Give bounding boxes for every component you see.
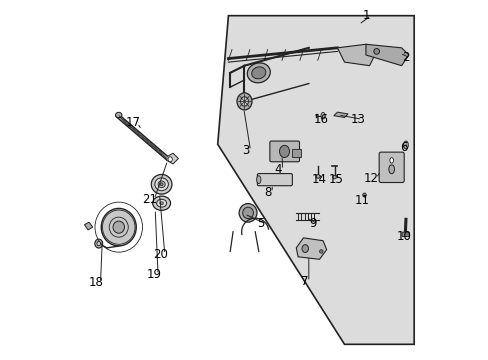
Ellipse shape (160, 183, 163, 186)
Ellipse shape (168, 157, 172, 162)
Ellipse shape (251, 67, 265, 79)
Text: 21: 21 (142, 193, 157, 206)
Ellipse shape (152, 196, 170, 210)
Ellipse shape (315, 175, 320, 178)
Ellipse shape (388, 165, 394, 174)
Ellipse shape (256, 176, 261, 184)
Ellipse shape (320, 112, 325, 119)
Ellipse shape (151, 175, 172, 194)
Ellipse shape (239, 203, 257, 222)
Text: 10: 10 (396, 230, 411, 243)
Ellipse shape (302, 245, 308, 252)
Ellipse shape (240, 97, 248, 106)
Text: 18: 18 (89, 276, 103, 289)
Polygon shape (337, 44, 376, 66)
Text: 11: 11 (354, 194, 369, 207)
Ellipse shape (155, 178, 168, 191)
FancyBboxPatch shape (401, 232, 408, 237)
Text: 17: 17 (125, 116, 140, 129)
Ellipse shape (158, 181, 165, 188)
Text: 3: 3 (242, 144, 249, 157)
Text: 20: 20 (153, 248, 168, 261)
Polygon shape (296, 238, 326, 259)
Text: 4: 4 (274, 163, 282, 176)
Ellipse shape (160, 202, 163, 204)
Ellipse shape (362, 193, 366, 197)
Ellipse shape (403, 141, 407, 149)
Polygon shape (166, 153, 178, 164)
Text: 5: 5 (256, 217, 264, 230)
Ellipse shape (332, 175, 336, 179)
Text: 12: 12 (364, 172, 378, 185)
Ellipse shape (319, 249, 323, 253)
Text: 6: 6 (399, 141, 407, 154)
Ellipse shape (247, 63, 270, 83)
Polygon shape (217, 16, 413, 344)
Ellipse shape (242, 207, 253, 219)
Polygon shape (333, 112, 347, 117)
Text: 2: 2 (402, 51, 409, 64)
Ellipse shape (113, 221, 124, 233)
Polygon shape (365, 44, 408, 66)
Text: 7: 7 (300, 275, 307, 288)
Ellipse shape (95, 239, 102, 248)
Text: 1: 1 (362, 9, 370, 22)
Text: 9: 9 (309, 217, 316, 230)
Text: 15: 15 (328, 173, 343, 186)
Ellipse shape (156, 199, 166, 207)
Text: 16: 16 (313, 113, 328, 126)
Ellipse shape (279, 145, 289, 157)
Text: 19: 19 (146, 268, 161, 281)
Ellipse shape (115, 112, 122, 118)
FancyBboxPatch shape (269, 141, 299, 162)
Text: 8: 8 (264, 186, 271, 199)
Ellipse shape (237, 93, 251, 110)
Ellipse shape (101, 208, 136, 246)
Text: 13: 13 (350, 113, 365, 126)
FancyBboxPatch shape (292, 149, 300, 157)
FancyBboxPatch shape (257, 174, 292, 186)
Ellipse shape (373, 49, 379, 54)
Ellipse shape (97, 242, 101, 246)
Polygon shape (84, 222, 93, 230)
FancyBboxPatch shape (378, 152, 404, 183)
Ellipse shape (389, 158, 393, 163)
Text: 14: 14 (311, 173, 325, 186)
